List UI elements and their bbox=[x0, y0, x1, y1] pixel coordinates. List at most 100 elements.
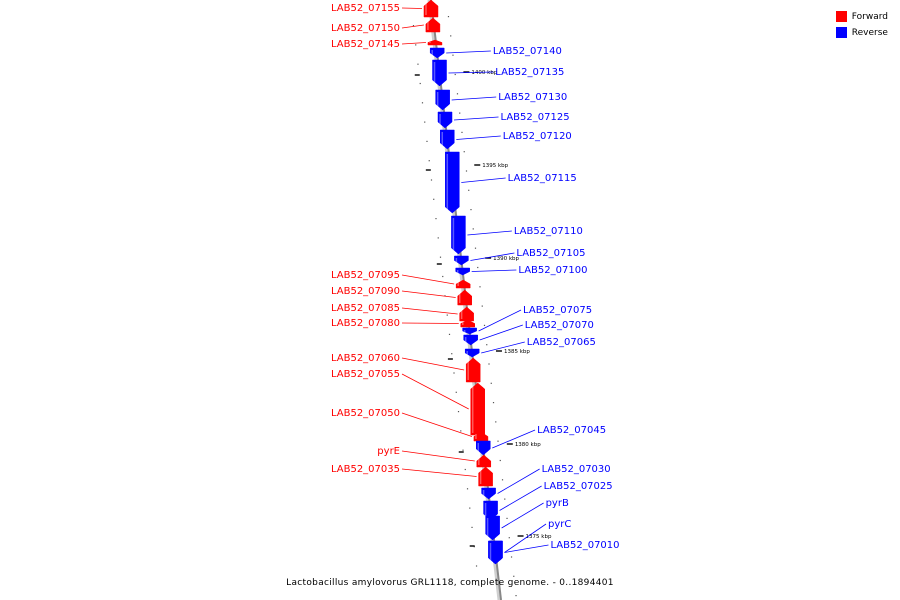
gene-arrow[interactable] bbox=[429, 47, 445, 59]
gene-arrow[interactable] bbox=[435, 89, 450, 111]
gene-arrow[interactable] bbox=[476, 454, 492, 468]
gene-label[interactable]: LAB52_07085 bbox=[331, 303, 400, 314]
gene-arrow[interactable] bbox=[425, 17, 441, 33]
gene-label[interactable]: LAB52_07095 bbox=[331, 270, 400, 281]
gene-arrow[interactable] bbox=[485, 515, 500, 541]
gene-label[interactable]: LAB52_07025 bbox=[544, 481, 613, 492]
gene-label[interactable]: pyrC bbox=[548, 519, 571, 530]
gene-label[interactable]: LAB52_07055 bbox=[331, 369, 400, 380]
gene-arrow[interactable] bbox=[440, 129, 455, 150]
gene-arrow[interactable] bbox=[454, 255, 469, 266]
minor-tick bbox=[506, 517, 508, 519]
gene-arrow[interactable] bbox=[455, 279, 471, 289]
gene-arrow[interactable] bbox=[460, 319, 476, 328]
gene-arrow[interactable] bbox=[464, 348, 480, 358]
minor-tick bbox=[415, 44, 417, 46]
gene-arrow[interactable] bbox=[488, 540, 503, 565]
minor-tick bbox=[412, 25, 415, 27]
minor-tick bbox=[477, 266, 479, 269]
minor-tick bbox=[501, 479, 504, 481]
gene-arrow[interactable] bbox=[459, 306, 474, 322]
minor-tick bbox=[492, 402, 495, 404]
minor-tick bbox=[437, 237, 439, 239]
gene-label[interactable]: LAB52_07050 bbox=[331, 408, 400, 419]
minor-tick bbox=[461, 131, 463, 133]
gene-leader bbox=[453, 116, 499, 121]
gene-label[interactable]: LAB52_07125 bbox=[501, 112, 570, 123]
gene-label[interactable]: LAB52_07145 bbox=[331, 39, 400, 50]
gene-leader bbox=[470, 252, 515, 261]
gene-arrow[interactable] bbox=[455, 267, 470, 276]
gene-arrow[interactable] bbox=[445, 151, 460, 214]
gene-arrow[interactable] bbox=[463, 334, 478, 346]
minor-tick bbox=[453, 372, 455, 374]
minor-tick bbox=[450, 35, 452, 37]
gene-leader bbox=[497, 468, 540, 494]
gene-arrow[interactable] bbox=[476, 440, 491, 456]
minor-tick bbox=[426, 140, 428, 142]
minor-tick bbox=[454, 73, 456, 76]
gene-arrow[interactable] bbox=[465, 357, 481, 383]
gene-arrow[interactable] bbox=[481, 487, 496, 500]
gene-label[interactable]: LAB52_07150 bbox=[331, 23, 400, 34]
gene-arrow[interactable] bbox=[432, 59, 447, 87]
tick-label: 1375 kbp bbox=[526, 534, 552, 540]
gene-arrow[interactable] bbox=[462, 327, 477, 335]
gene-label[interactable]: LAB52_07135 bbox=[495, 67, 564, 78]
gene-label[interactable]: pyrB bbox=[546, 498, 569, 509]
gene-leader bbox=[504, 523, 547, 553]
gene-label[interactable]: LAB52_07120 bbox=[503, 131, 572, 142]
tick-label: 1380 kbp bbox=[515, 442, 541, 448]
gene-label[interactable]: LAB52_07080 bbox=[331, 318, 400, 329]
gene-label[interactable]: LAB52_07030 bbox=[542, 464, 611, 475]
minor-tick bbox=[433, 198, 435, 200]
gene-label[interactable]: LAB52_07060 bbox=[331, 353, 400, 364]
gene-label[interactable]: LAB52_07045 bbox=[537, 425, 606, 436]
reverse-swatch-icon bbox=[835, 27, 847, 38]
gene-label[interactable]: LAB52_07130 bbox=[498, 92, 567, 103]
minor-tick bbox=[508, 537, 510, 539]
gene-label[interactable]: LAB52_07115 bbox=[508, 173, 577, 184]
minor-tick bbox=[421, 102, 424, 104]
gene-leader bbox=[456, 135, 501, 140]
gene-leader bbox=[401, 307, 458, 315]
gene-label[interactable]: LAB52_07155 bbox=[331, 3, 400, 14]
gene-leader bbox=[448, 71, 494, 74]
gene-arrow[interactable] bbox=[457, 289, 472, 306]
minor-tick bbox=[486, 344, 488, 346]
gene-label[interactable]: LAB52_07105 bbox=[516, 248, 585, 259]
gene-label[interactable]: LAB52_07140 bbox=[493, 46, 562, 57]
gene-arrow[interactable] bbox=[437, 111, 453, 129]
gene-label[interactable]: LAB52_07110 bbox=[514, 226, 583, 237]
gene-label[interactable]: LAB52_07075 bbox=[523, 305, 592, 316]
minor-tick bbox=[424, 121, 426, 123]
gene-label[interactable]: LAB52_07010 bbox=[550, 540, 619, 551]
gene-arrow[interactable] bbox=[427, 39, 443, 46]
legend-item-reverse[interactable]: Reverse bbox=[835, 25, 888, 40]
gene-leader bbox=[499, 485, 542, 511]
gene-arrow[interactable] bbox=[478, 466, 493, 487]
gene-leader bbox=[461, 177, 506, 183]
gene-label[interactable]: LAB52_07100 bbox=[518, 265, 587, 276]
minor-tick bbox=[442, 275, 444, 278]
gene-leader bbox=[401, 357, 465, 371]
gene-leader bbox=[401, 450, 475, 462]
gene-arrow[interactable] bbox=[451, 215, 466, 255]
minor-tick bbox=[430, 179, 433, 181]
gene-label[interactable]: LAB52_07090 bbox=[331, 286, 400, 297]
minor-tick bbox=[470, 209, 472, 211]
gene-leader bbox=[492, 429, 536, 449]
gene-label[interactable]: LAB52_07065 bbox=[527, 337, 596, 348]
gene-label[interactable]: LAB52_07070 bbox=[525, 320, 594, 331]
gene-leader bbox=[401, 290, 456, 298]
tick-label: 1385 kbp bbox=[504, 349, 530, 355]
gene-leader bbox=[401, 412, 473, 437]
gene-arrow[interactable] bbox=[423, 0, 439, 18]
legend-item-forward[interactable]: Forward bbox=[835, 9, 888, 24]
gene-label[interactable]: LAB52_07035 bbox=[331, 464, 400, 475]
minor-tick bbox=[455, 391, 457, 393]
gene-label[interactable]: pyrE bbox=[377, 446, 400, 457]
minor-tick bbox=[446, 314, 448, 316]
gene-leader bbox=[467, 230, 512, 236]
minor-tick bbox=[464, 468, 466, 471]
